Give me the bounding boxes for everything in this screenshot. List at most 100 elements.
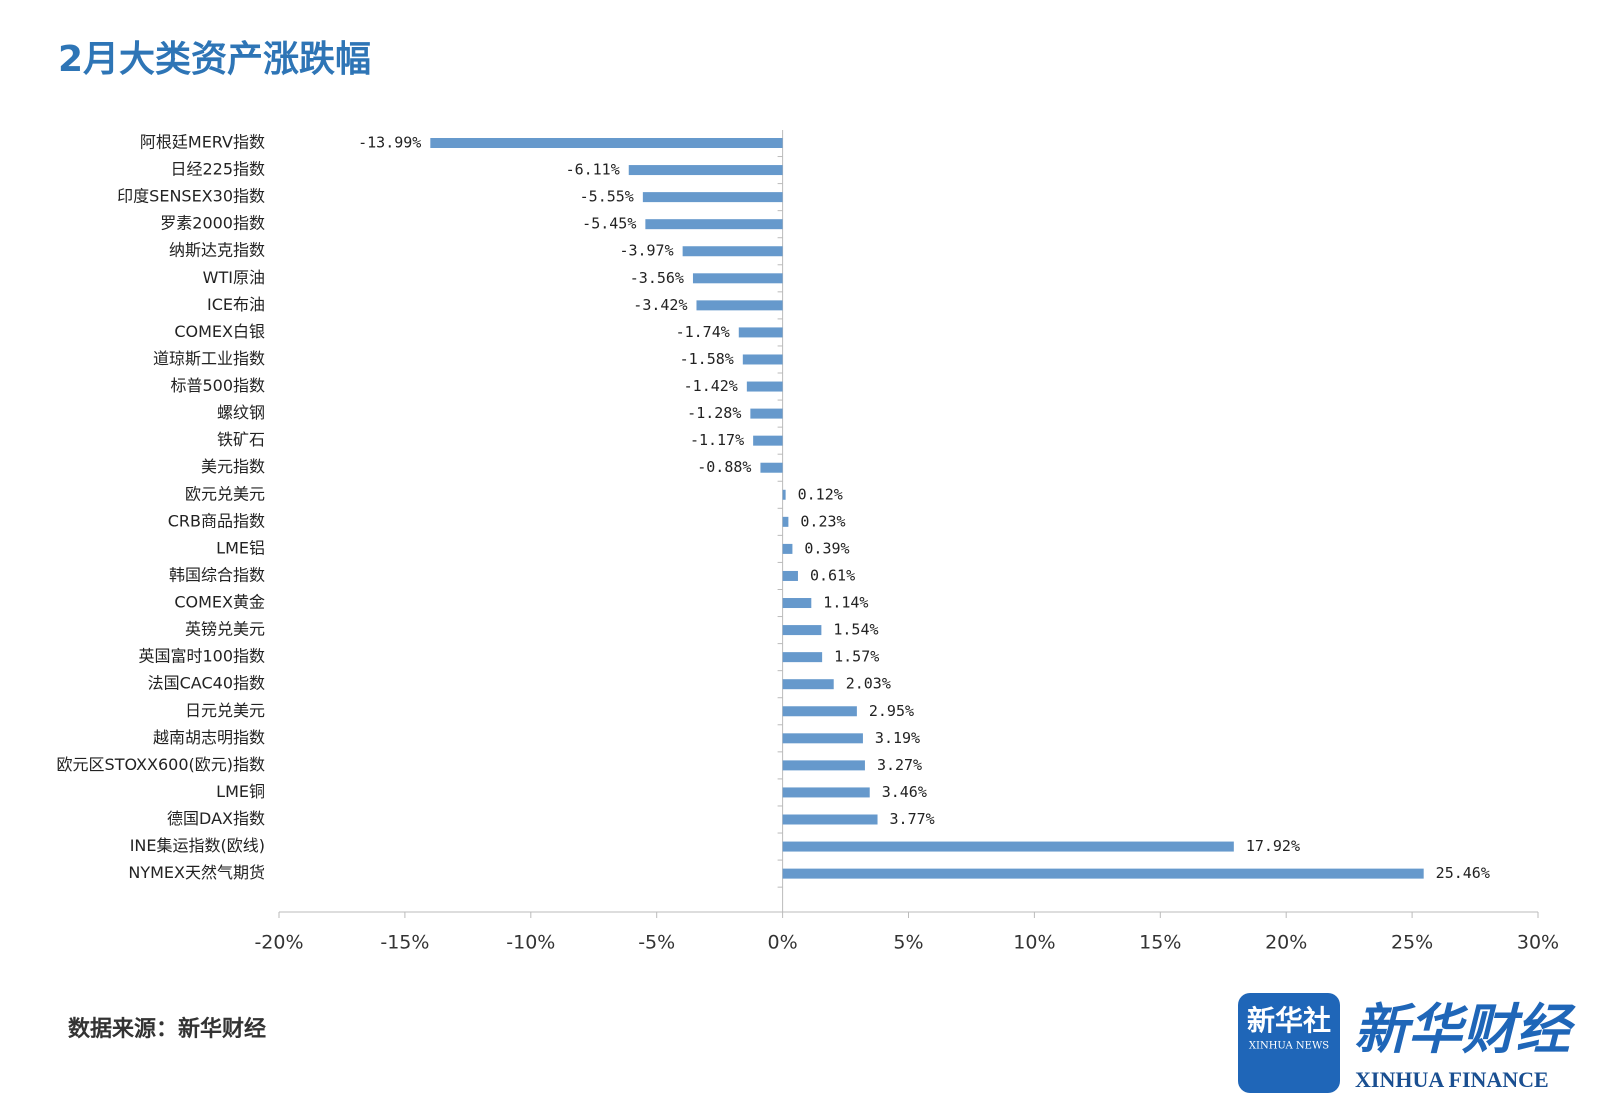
badge-text: 新华社 <box>1247 1004 1331 1037</box>
bar <box>782 570 798 581</box>
value-label: -5.55% <box>580 188 634 206</box>
source: 数据来源：新华财经 <box>68 1016 266 1042</box>
bar <box>760 462 783 473</box>
bar <box>628 165 783 176</box>
value-label: -13.99% <box>358 134 421 152</box>
bar <box>782 733 863 744</box>
bar <box>738 327 783 338</box>
bar <box>782 787 870 798</box>
bar <box>642 192 783 203</box>
bar <box>696 300 783 311</box>
x-tick-label: 15% <box>1139 932 1181 954</box>
value-label: 3.27% <box>877 756 922 774</box>
bar <box>782 516 789 527</box>
x-tick-label: 5% <box>893 932 923 954</box>
value-label: -0.88% <box>697 458 751 476</box>
y-tick-label: 韩国综合指数 <box>169 565 265 584</box>
bar <box>742 354 783 365</box>
bar <box>782 489 786 500</box>
y-tick-label: 罗素2000指数 <box>160 214 265 233</box>
y-tick-label: 铁矿石 <box>217 430 265 449</box>
value-label: 2.03% <box>846 675 891 693</box>
value-label: 0.39% <box>804 539 849 557</box>
bar <box>753 435 783 446</box>
value-label: -1.74% <box>676 323 730 341</box>
x-tick-label: 0% <box>768 932 798 954</box>
y-tick-label: CRB商品指数 <box>168 511 265 530</box>
value-label: -3.97% <box>619 242 673 260</box>
badge-sub: XINHUA NEWS <box>1249 1041 1329 1052</box>
value-label: 17.92% <box>1246 837 1300 855</box>
value-label: -3.56% <box>630 269 684 287</box>
y-tick-label: 英镑兑美元 <box>185 620 265 639</box>
y-tick-label: 印度SENSEX30指数 <box>117 187 265 206</box>
y-tick-label: 螺纹钢 <box>217 403 265 422</box>
badge-logo <box>1238 993 1340 1093</box>
y-tick-label: 德国DAX指数 <box>167 809 265 828</box>
bar <box>746 381 783 392</box>
y-tick-label: 美元指数 <box>201 457 265 476</box>
y-tick-label: COMEX白银 <box>174 322 265 341</box>
bar <box>782 679 834 690</box>
value-label: 1.57% <box>834 648 879 666</box>
y-tick-label: INE集运指数(欧线) <box>130 836 265 855</box>
y-tick-label: 越南胡志明指数 <box>153 728 265 747</box>
y-tick-label: 纳斯达克指数 <box>169 241 265 260</box>
bar <box>692 273 783 284</box>
bar <box>782 841 1234 852</box>
bar <box>782 598 812 609</box>
bar <box>782 760 865 771</box>
bar <box>682 246 783 257</box>
y-tick-label: 欧元区STOXX600(欧元)指数 <box>57 755 265 774</box>
value-label: -1.28% <box>687 404 741 422</box>
bar <box>645 219 783 230</box>
x-tick-label: -15% <box>380 932 429 954</box>
x-tick-label: 25% <box>1391 932 1433 954</box>
value-label: 0.23% <box>800 512 845 530</box>
bar <box>782 868 1424 879</box>
value-label: 3.19% <box>875 729 920 747</box>
value-label: 3.46% <box>882 783 927 801</box>
y-tick-label: NYMEX天然气期货 <box>128 863 265 882</box>
brand-name-en: XINHUA FINANCE <box>1355 1067 1549 1092</box>
value-label: 3.77% <box>890 810 935 828</box>
y-tick-label: LME铜 <box>216 782 265 801</box>
y-tick-label: 日经225指数 <box>170 160 265 179</box>
bar <box>430 138 783 148</box>
value-label: -5.45% <box>582 215 636 233</box>
bar <box>782 706 857 717</box>
x-tick-label: 10% <box>1013 932 1055 954</box>
value-label: -3.42% <box>633 296 687 314</box>
y-tick-label: 欧元兑美元 <box>185 484 265 503</box>
y-tick-label: WTI原油 <box>203 268 265 287</box>
y-tick-label: 英国富时100指数 <box>138 647 265 666</box>
x-tick-label: -20% <box>254 932 303 954</box>
y-tick-label: 标普500指数 <box>170 376 265 395</box>
bar <box>782 543 793 554</box>
y-tick-label: 阿根廷MERV指数 <box>140 133 265 152</box>
y-tick-label: LME铝 <box>216 538 265 557</box>
value-label: 1.54% <box>833 621 878 639</box>
value-label: -1.42% <box>684 377 738 395</box>
y-tick-label: COMEX黄金 <box>174 593 265 612</box>
value-label: -1.17% <box>690 431 744 449</box>
value-label: -6.11% <box>566 161 620 179</box>
chart-title: 2月大类资产涨跌幅 <box>58 39 371 80</box>
x-tick-label: -5% <box>638 932 675 954</box>
value-label: 25.46% <box>1436 864 1490 882</box>
x-tick-label: 20% <box>1265 932 1307 954</box>
x-tick-label: -10% <box>506 932 555 954</box>
brand-name: 新华财经 <box>1354 997 1576 1061</box>
y-tick-label: ICE布油 <box>207 295 265 314</box>
bar <box>750 408 783 419</box>
x-tick-label: 30% <box>1517 932 1559 954</box>
y-tick-label: 道琼斯工业指数 <box>153 349 265 368</box>
value-label: 2.95% <box>869 702 914 720</box>
bar <box>782 814 878 825</box>
bar <box>782 652 823 663</box>
bar <box>782 625 822 636</box>
value-label: 0.61% <box>810 566 855 584</box>
y-tick-label: 法国CAC40指数 <box>148 674 265 693</box>
